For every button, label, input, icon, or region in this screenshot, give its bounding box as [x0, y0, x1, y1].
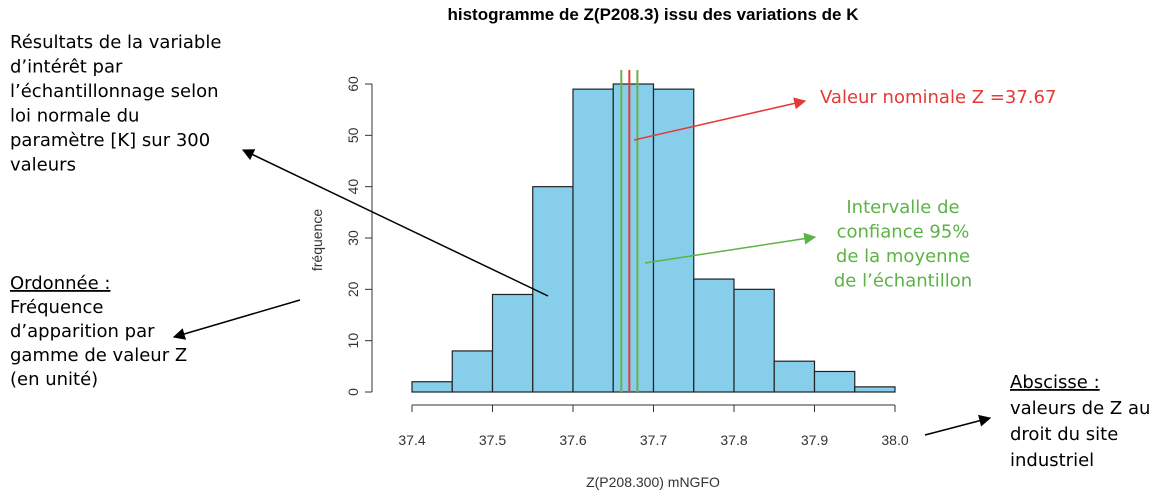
annotation-text: gamme de valeur Z	[10, 345, 187, 366]
bar	[572, 88, 614, 393]
bar	[854, 386, 896, 393]
x-axis-label: Z(P208.300) mNGFO	[586, 474, 720, 490]
bar	[451, 350, 494, 393]
bar	[411, 381, 453, 393]
arrow	[633, 97, 807, 141]
annotation-text: paramètre [K] sur 300	[10, 130, 210, 151]
annotation-text: de la moyenne	[836, 246, 970, 267]
annotation-text: l’échantillonnage selon	[10, 81, 219, 102]
annotation-text: Résultats de la variable	[10, 32, 221, 53]
annotation-text: d’apparition par	[10, 321, 155, 342]
annotation-text: de l’échantillon	[834, 271, 972, 292]
x-tick-label: 37.8	[720, 432, 747, 448]
y-tick-label: 40	[345, 179, 361, 195]
x-tick-label: 37.4	[398, 432, 425, 448]
annotation-text: Abscisse :	[1010, 372, 1100, 393]
bar	[532, 186, 574, 393]
bar	[773, 360, 816, 393]
bar	[652, 88, 695, 393]
annotation-text: droit du site	[1010, 424, 1118, 445]
annotation-text: (en unité)	[10, 369, 98, 390]
x-tick-label: 38.0	[881, 432, 908, 448]
arrow	[241, 149, 549, 297]
x-tick-label: 37.5	[479, 432, 506, 448]
y-tick-label: 30	[345, 230, 361, 246]
arrow	[924, 414, 992, 436]
y-tick-label: 20	[345, 281, 361, 297]
bar	[733, 288, 775, 393]
annotation-text: Ordonnée :	[10, 273, 110, 294]
annotation-text: Valeur nominale Z =37.67	[820, 87, 1056, 108]
x-tick-label: 37.7	[640, 432, 667, 448]
arrow	[172, 299, 301, 340]
annotation-text: industriel	[1010, 450, 1094, 471]
annotation-text: d’intérêt par	[10, 57, 123, 78]
annotation-text: valeurs de Z au	[1010, 398, 1150, 419]
annotation-text: Fréquence	[10, 297, 103, 318]
x-tick-label: 37.9	[801, 432, 828, 448]
x-tick-label: 37.6	[559, 432, 586, 448]
y-tick-label: 10	[345, 333, 361, 349]
annotation-text: loi normale du	[10, 106, 139, 127]
annotation-text: confiance 95%	[837, 222, 970, 243]
y-tick-label: 50	[345, 127, 361, 143]
bar	[491, 293, 534, 393]
chart-title: histogramme de Z(P208.3) issu des variat…	[448, 5, 860, 24]
bar	[612, 83, 655, 393]
bar	[693, 278, 735, 393]
arrow	[644, 232, 817, 264]
annotation-text: Intervalle de	[846, 197, 959, 218]
y-tick-label: 0	[345, 388, 361, 396]
y-tick-label: 60	[345, 76, 361, 92]
y-axis-label: fréquence	[309, 209, 325, 271]
annotation-text: valeurs	[10, 155, 76, 176]
bar	[813, 370, 856, 393]
